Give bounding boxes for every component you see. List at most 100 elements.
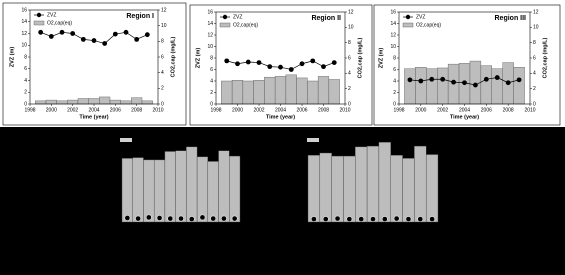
point: [123, 29, 129, 35]
y2-tick-label: 8: [348, 40, 351, 46]
x-tick-label: 2002: [437, 107, 448, 113]
point: [145, 214, 152, 221]
y2-tick-label: 12: [348, 9, 354, 15]
point: [405, 216, 412, 222]
bar: [402, 158, 415, 223]
bar: [153, 159, 166, 223]
y2-tick-label: 8: [533, 40, 536, 46]
point: [311, 216, 317, 222]
bar: [207, 161, 219, 223]
point: [221, 215, 227, 222]
x-axis-label: Time (year): [450, 114, 479, 120]
point: [245, 59, 251, 65]
point: [516, 77, 522, 83]
x-tick-label: 2004: [275, 107, 286, 113]
bar: [513, 66, 525, 105]
bar: [425, 154, 439, 223]
panel-title: Region II: [311, 15, 341, 22]
bar: [307, 80, 319, 105]
y-tick-label: 0: [24, 101, 27, 107]
x-tick-label: 2004: [459, 107, 470, 113]
y2-tick-label: 10: [348, 25, 354, 31]
legend-swatch: [219, 22, 231, 28]
point: [102, 41, 108, 46]
point: [156, 215, 163, 221]
point: [48, 34, 54, 39]
bar: [253, 80, 265, 105]
bar: [196, 156, 209, 223]
point: [381, 216, 388, 222]
legend-stub: [307, 138, 319, 142]
bar: [99, 96, 111, 105]
bar: [319, 152, 332, 223]
x-tick-label: 2006: [481, 107, 492, 113]
point: [80, 36, 86, 42]
bar: [175, 150, 187, 223]
bar: [186, 146, 198, 223]
bar: [109, 99, 121, 105]
bar: [343, 155, 356, 223]
point: [91, 38, 97, 43]
bar: [35, 100, 47, 105]
point: [417, 216, 424, 222]
y-tick-label: 12: [390, 32, 396, 38]
point: [224, 58, 230, 64]
y-tick-label: 10: [390, 44, 396, 50]
y-tick-label: 14: [21, 19, 27, 25]
y2-tick-label: 0: [161, 101, 164, 107]
bar: [67, 99, 79, 105]
x-tick-label: 2006: [296, 107, 307, 113]
bar: [131, 97, 143, 105]
point: [429, 76, 435, 82]
y2-tick-label: 12: [161, 7, 167, 13]
legend-label: O2,cap(eq): [47, 20, 72, 26]
bar: [88, 98, 100, 105]
point: [358, 216, 365, 222]
point: [199, 214, 206, 221]
point: [429, 216, 435, 222]
bar: [390, 155, 403, 223]
y2-tick-label: 8: [161, 39, 164, 45]
bar: [355, 146, 368, 223]
y-tick-label: 0: [210, 101, 213, 107]
x-tick-label: 2008: [131, 107, 142, 113]
x-tick-label: 2004: [88, 107, 99, 113]
y2-tick-label: 12: [533, 9, 539, 15]
legend-label: ZVZ: [47, 12, 56, 18]
y-tick-label: 16: [21, 7, 27, 13]
legend-swatch: [402, 22, 414, 28]
bar: [242, 80, 254, 105]
point: [178, 215, 184, 222]
point: [407, 77, 413, 83]
y-tick-label: 12: [207, 32, 213, 38]
legend-label: ZVZ: [233, 14, 242, 20]
y2-tick-label: 0: [533, 101, 536, 107]
bar: [221, 80, 233, 105]
bar: [143, 159, 155, 223]
legend-label: O2,cap(eq): [233, 22, 258, 28]
point: [451, 79, 456, 85]
legend-swatch: [36, 12, 42, 18]
bar: [164, 151, 176, 223]
y-tick-label: 8: [393, 55, 396, 61]
bar: [296, 77, 308, 105]
bar: [414, 145, 427, 223]
point: [235, 61, 240, 67]
y-tick-label: 6: [210, 67, 213, 73]
y2-tick-label: 2: [533, 86, 536, 92]
point: [267, 64, 273, 70]
x-axis-label: Time (year): [266, 114, 295, 120]
x-tick-label: 2010: [339, 107, 350, 113]
y2-tick-label: 4: [348, 71, 351, 77]
x-tick-label: 2000: [46, 107, 57, 113]
x-tick-label: 1998: [393, 107, 404, 113]
point: [494, 75, 500, 80]
y-tick-label: 4: [24, 78, 27, 84]
bar: [121, 158, 133, 223]
x-tick-label: 2010: [152, 107, 163, 113]
y2-tick-label: 6: [533, 55, 536, 61]
point: [59, 29, 65, 35]
panel-title: Region III: [495, 15, 527, 22]
x-tick-label: 2000: [232, 107, 243, 113]
legend-stub: [120, 138, 132, 142]
